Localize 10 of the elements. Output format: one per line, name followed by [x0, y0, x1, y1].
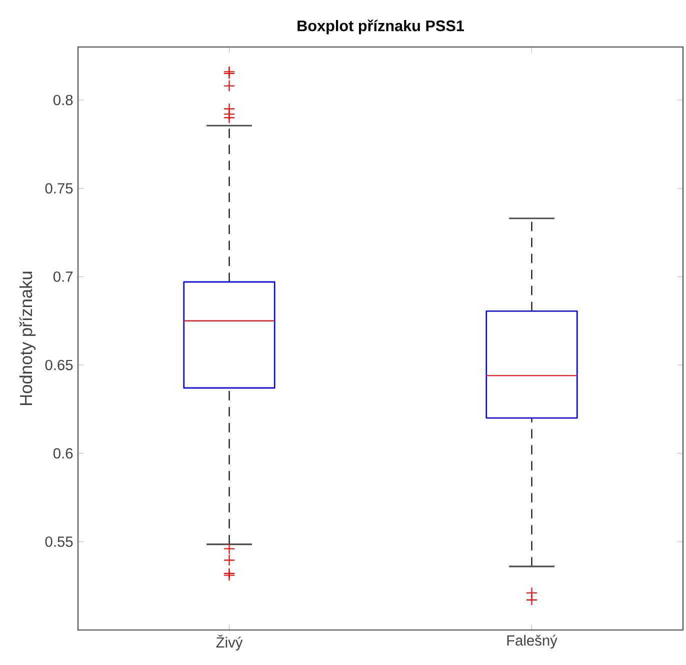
x-tick-label: Falešný: [507, 634, 558, 649]
y-tick-label: 0.55: [45, 536, 73, 547]
y-tick-label: 0.65: [45, 360, 73, 370]
y-tick-label: 0.8: [53, 94, 73, 106]
chart-title: Boxplot příznaku PSS1: [298, 20, 464, 34]
y-tick-label: 0.6: [53, 448, 73, 459]
x-tick-label: Živý: [216, 634, 243, 651]
y-tick-label: 0.75: [45, 183, 73, 194]
y-axis-title: Hodnoty příznaku: [19, 272, 36, 406]
y-tick-label: 0.7: [53, 271, 73, 282]
